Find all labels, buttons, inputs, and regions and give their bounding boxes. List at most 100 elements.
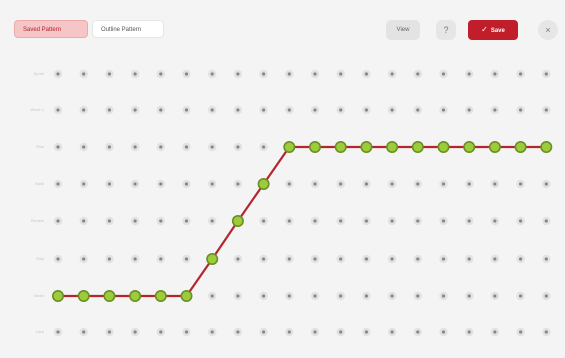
grid-cell[interactable]: [467, 257, 471, 261]
grid-cell[interactable]: [210, 219, 214, 223]
grid-cell[interactable]: [287, 108, 291, 112]
pattern-node[interactable]: [437, 141, 450, 154]
grid-cell[interactable]: [184, 257, 189, 261]
grid-cell[interactable]: [313, 294, 317, 298]
grid-cell[interactable]: [262, 257, 266, 261]
grid-cell[interactable]: [467, 108, 471, 112]
grid-cell[interactable]: [544, 72, 548, 76]
grid-cell[interactable]: [133, 330, 137, 334]
grid-cell[interactable]: [441, 257, 446, 261]
grid-cell[interactable]: [236, 72, 240, 76]
grid-cell[interactable]: [210, 108, 214, 112]
grid-cell[interactable]: [390, 257, 394, 261]
pattern-node[interactable]: [154, 290, 167, 303]
grid-cell[interactable]: [339, 182, 343, 186]
grid-cell[interactable]: [56, 182, 60, 186]
pattern-node[interactable]: [283, 141, 296, 154]
tab-outline-pattern[interactable]: Outline Pattern: [92, 20, 164, 38]
grid-cell[interactable]: [519, 257, 523, 261]
grid-cell[interactable]: [107, 182, 111, 186]
grid-cell[interactable]: [184, 145, 189, 149]
grid-cell[interactable]: [82, 257, 86, 261]
grid-cell[interactable]: [519, 330, 523, 334]
grid-cell[interactable]: [262, 108, 266, 112]
grid-cell[interactable]: [56, 72, 60, 76]
grid-cell[interactable]: [519, 72, 523, 76]
grid-cell[interactable]: [467, 219, 471, 223]
grid-cell[interactable]: [467, 294, 471, 298]
grid-cell[interactable]: [339, 219, 343, 223]
grid-cell[interactable]: [390, 219, 394, 223]
grid-cell[interactable]: [339, 72, 343, 76]
grid-canvas[interactable]: [0, 55, 565, 358]
pattern-node[interactable]: [334, 141, 347, 154]
grid-cell[interactable]: [210, 72, 214, 76]
pattern-node[interactable]: [514, 141, 527, 154]
grid-cell[interactable]: [56, 330, 60, 334]
grid-cell[interactable]: [441, 72, 446, 76]
grid-cell[interactable]: [339, 257, 343, 261]
grid-cell[interactable]: [313, 108, 317, 112]
grid-cell[interactable]: [236, 330, 240, 334]
pattern-node[interactable]: [51, 290, 64, 303]
pattern-node[interactable]: [206, 253, 219, 266]
grid-cell[interactable]: [544, 257, 548, 261]
grid-cell[interactable]: [159, 108, 163, 112]
grid-cell[interactable]: [262, 72, 266, 76]
grid-cell[interactable]: [107, 219, 111, 223]
grid-cell[interactable]: [519, 182, 523, 186]
grid-cell[interactable]: [159, 182, 163, 186]
grid-cell[interactable]: [82, 72, 86, 76]
grid-cell[interactable]: [159, 257, 163, 261]
grid-cell[interactable]: [236, 257, 240, 261]
grid-cell[interactable]: [364, 72, 368, 76]
grid-cell[interactable]: [544, 330, 548, 334]
grid-cell[interactable]: [287, 257, 291, 261]
pattern-node[interactable]: [411, 141, 424, 154]
pattern-node[interactable]: [129, 290, 142, 303]
grid-cell[interactable]: [390, 182, 394, 186]
grid-cell[interactable]: [56, 145, 60, 149]
grid-cell[interactable]: [210, 294, 214, 298]
pattern-grid[interactable]: Sprint Week 1 Plan Build Review Ship Wak…: [0, 55, 565, 358]
grid-cell[interactable]: [339, 330, 343, 334]
grid-cell[interactable]: [236, 108, 240, 112]
grid-cell[interactable]: [493, 330, 497, 334]
grid-cell[interactable]: [364, 257, 368, 261]
pattern-node[interactable]: [360, 141, 373, 154]
grid-cell[interactable]: [416, 257, 420, 261]
grid-cell[interactable]: [441, 219, 446, 223]
grid-cell[interactable]: [390, 294, 394, 298]
grid-cell[interactable]: [313, 219, 317, 223]
grid-cell[interactable]: [287, 330, 291, 334]
grid-cell[interactable]: [56, 257, 60, 261]
grid-cell[interactable]: [159, 145, 163, 149]
grid-cell[interactable]: [364, 182, 368, 186]
grid-cell[interactable]: [519, 219, 523, 223]
grid-cell[interactable]: [159, 219, 163, 223]
grid-cell[interactable]: [287, 219, 291, 223]
grid-cell[interactable]: [210, 145, 214, 149]
grid-cell[interactable]: [236, 145, 240, 149]
grid-cell[interactable]: [544, 182, 548, 186]
pattern-node[interactable]: [180, 290, 193, 303]
pattern-node[interactable]: [308, 141, 321, 154]
close-button[interactable]: ×: [538, 20, 558, 40]
grid-cell[interactable]: [313, 182, 317, 186]
grid-cell[interactable]: [236, 294, 240, 298]
grid-cell[interactable]: [416, 330, 420, 334]
grid-cell[interactable]: [262, 145, 266, 149]
grid-cell[interactable]: [467, 182, 471, 186]
grid-cell[interactable]: [390, 72, 394, 76]
grid-cell[interactable]: [210, 330, 214, 334]
grid-cell[interactable]: [262, 219, 266, 223]
grid-cell[interactable]: [441, 108, 446, 112]
grid-cell[interactable]: [313, 330, 317, 334]
grid-cell[interactable]: [339, 294, 343, 298]
grid-cell[interactable]: [184, 219, 189, 223]
grid-cell[interactable]: [519, 294, 523, 298]
pattern-node[interactable]: [463, 141, 476, 154]
grid-cell[interactable]: [82, 145, 86, 149]
grid-cell[interactable]: [493, 219, 497, 223]
grid-cell[interactable]: [467, 330, 471, 334]
